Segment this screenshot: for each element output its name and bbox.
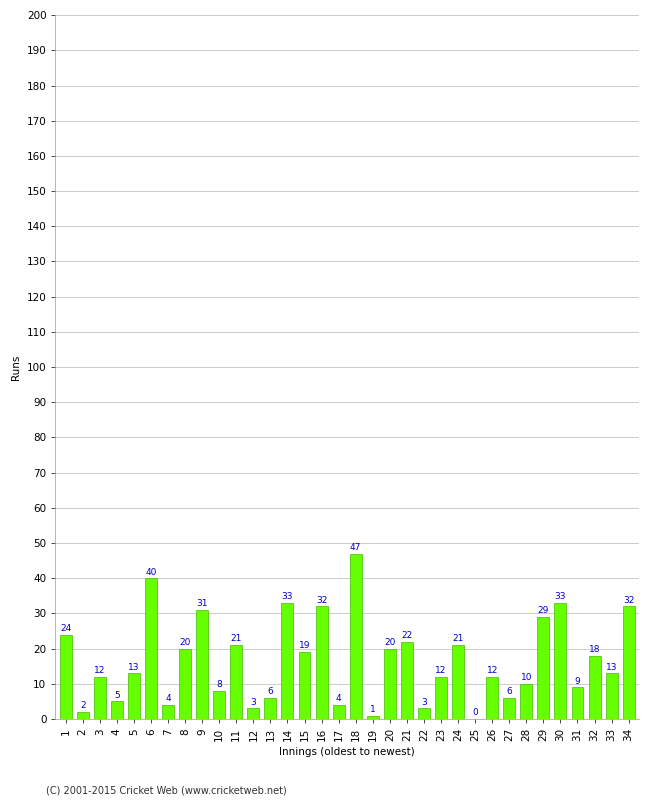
Text: 31: 31	[196, 599, 208, 608]
Bar	[554, 603, 566, 719]
Bar	[196, 610, 208, 719]
Text: 3: 3	[421, 698, 427, 706]
Bar	[350, 554, 361, 719]
Bar	[520, 684, 532, 719]
Text: 18: 18	[589, 645, 601, 654]
X-axis label: Innings (oldest to newest): Innings (oldest to newest)	[280, 747, 415, 757]
Text: 12: 12	[94, 666, 105, 675]
Bar	[588, 656, 601, 719]
Text: 0: 0	[473, 708, 478, 718]
Text: 22: 22	[401, 631, 413, 640]
Bar	[248, 709, 259, 719]
Text: 33: 33	[554, 592, 566, 601]
Text: 29: 29	[538, 606, 549, 615]
Bar	[145, 578, 157, 719]
Bar	[128, 674, 140, 719]
Bar	[333, 705, 344, 719]
Text: 5: 5	[114, 690, 120, 700]
Text: 8: 8	[216, 680, 222, 689]
Text: 13: 13	[128, 662, 140, 671]
Text: 3: 3	[250, 698, 256, 706]
Bar	[111, 702, 123, 719]
Bar	[486, 677, 498, 719]
Text: 9: 9	[575, 677, 580, 686]
Bar	[367, 715, 379, 719]
Bar	[265, 698, 276, 719]
Text: 6: 6	[268, 687, 273, 696]
Bar	[503, 698, 515, 719]
Text: 10: 10	[521, 673, 532, 682]
Text: 2: 2	[80, 702, 86, 710]
Bar	[179, 649, 191, 719]
Bar	[60, 634, 72, 719]
Bar	[538, 617, 549, 719]
Text: 4: 4	[336, 694, 341, 703]
Text: 4: 4	[165, 694, 171, 703]
Bar	[213, 691, 225, 719]
Bar	[94, 677, 106, 719]
Text: 1: 1	[370, 705, 376, 714]
Text: 33: 33	[281, 592, 293, 601]
Bar	[571, 687, 584, 719]
Bar	[452, 645, 464, 719]
Text: 20: 20	[179, 638, 191, 647]
Bar	[384, 649, 396, 719]
Bar	[418, 709, 430, 719]
Bar	[230, 645, 242, 719]
Text: 40: 40	[146, 567, 157, 577]
Text: 20: 20	[384, 638, 395, 647]
Bar	[435, 677, 447, 719]
Bar	[77, 712, 88, 719]
Text: 12: 12	[436, 666, 447, 675]
Text: 21: 21	[231, 634, 242, 643]
Text: 6: 6	[506, 687, 512, 696]
Text: 24: 24	[60, 624, 72, 633]
Text: 21: 21	[452, 634, 463, 643]
Text: 19: 19	[299, 642, 310, 650]
Bar	[606, 674, 618, 719]
Text: 12: 12	[486, 666, 498, 675]
Text: 47: 47	[350, 543, 361, 552]
Bar	[623, 606, 634, 719]
Y-axis label: Runs: Runs	[11, 354, 21, 380]
Bar	[298, 652, 311, 719]
Text: 32: 32	[316, 596, 327, 605]
Bar	[162, 705, 174, 719]
Bar	[281, 603, 293, 719]
Bar	[316, 606, 328, 719]
Text: 32: 32	[623, 596, 634, 605]
Bar	[401, 642, 413, 719]
Text: (C) 2001-2015 Cricket Web (www.cricketweb.net): (C) 2001-2015 Cricket Web (www.cricketwe…	[46, 786, 286, 795]
Text: 13: 13	[606, 662, 618, 671]
